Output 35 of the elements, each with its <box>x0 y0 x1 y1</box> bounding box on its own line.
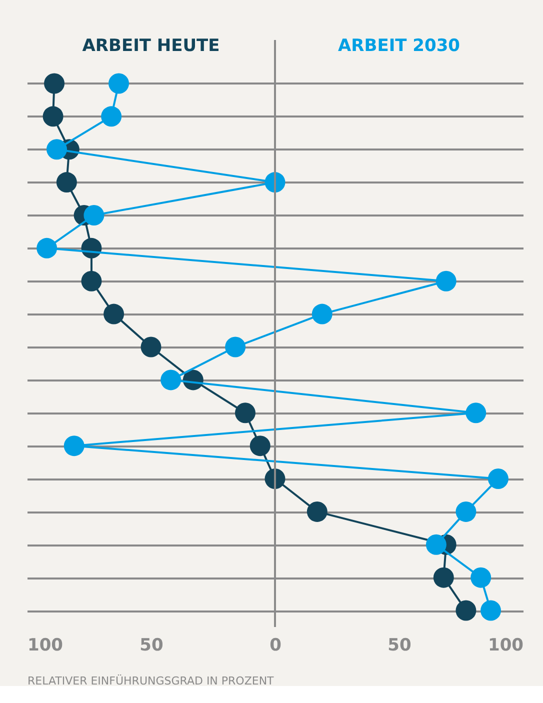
point <box>488 468 508 489</box>
text: ARBEIT 2030 <box>338 36 460 56</box>
point <box>44 73 65 94</box>
point <box>108 73 130 94</box>
point <box>36 238 58 258</box>
point <box>426 534 446 555</box>
point <box>81 270 102 292</box>
point <box>225 336 246 358</box>
point <box>56 172 77 193</box>
point <box>250 436 270 456</box>
x-tick-label: 50 <box>388 636 412 656</box>
point <box>140 336 162 358</box>
point <box>104 304 124 324</box>
point <box>46 139 68 160</box>
x-tick-label: 0 <box>270 636 282 656</box>
x-tick-label: 50 <box>140 636 164 656</box>
x-tick-label: 100 <box>488 636 524 656</box>
point <box>480 600 502 621</box>
point <box>436 270 456 292</box>
x-tick-label: 100 <box>28 636 64 656</box>
point <box>306 501 328 522</box>
x-axis-title: RELATIVER EINFÜHRUNGSGRAD IN PROZENT <box>28 674 274 688</box>
point <box>64 436 84 456</box>
point <box>84 205 104 226</box>
point <box>456 501 476 522</box>
point <box>101 106 122 127</box>
point <box>470 567 492 588</box>
point <box>456 600 476 621</box>
point <box>160 370 182 390</box>
point <box>312 304 332 324</box>
point <box>466 402 486 424</box>
point <box>234 402 256 424</box>
point <box>42 106 64 127</box>
point <box>433 567 454 588</box>
series-label: ARBEIT HEUTE <box>82 36 220 56</box>
